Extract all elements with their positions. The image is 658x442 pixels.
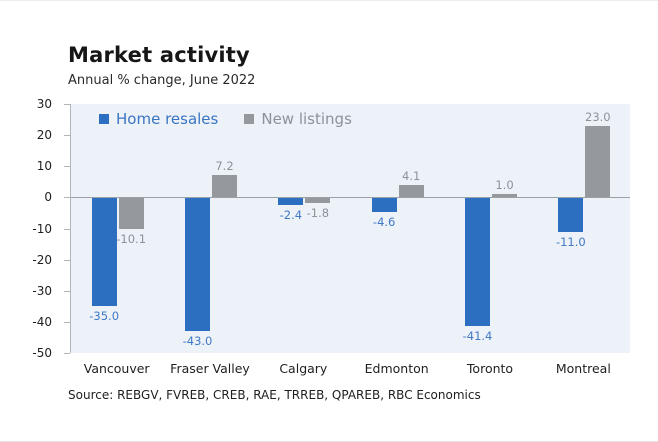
y-tick-label: -50	[32, 346, 52, 360]
data-label-home-resales-vancouver: -35.0	[89, 309, 120, 324]
x-tick-label-toronto: Toronto	[466, 361, 514, 376]
y-tick-mark	[64, 290, 70, 292]
bar-new-listings-montreal	[585, 125, 611, 198]
legend-swatch-icon	[99, 114, 109, 124]
y-tick-label: -40	[32, 314, 52, 329]
data-label-home-resales-fraser-valley: -43.0	[182, 334, 213, 349]
y-tick-mark	[64, 104, 70, 105]
y-tick-label: -10	[32, 221, 52, 236]
y-tick-mark	[64, 259, 70, 261]
y-tick-label: 20	[36, 128, 52, 143]
data-label-new-listings-vancouver: -10.1	[116, 231, 147, 246]
bar-new-listings-fraser-valley	[212, 174, 237, 198]
bar-home-resales-edmonton	[371, 197, 397, 212]
y-tick-label: 10	[36, 159, 52, 174]
bar-new-listings-calgary	[305, 197, 331, 203]
legend-label: New listings	[261, 110, 352, 128]
x-tick-label-calgary: Calgary	[279, 361, 328, 376]
data-label-new-listings-montreal: 23.0	[585, 109, 611, 124]
bar-new-listings-edmonton	[398, 184, 424, 198]
y-tick-mark	[64, 321, 70, 323]
data-label-home-resales-toronto: -41.4	[462, 329, 493, 344]
data-label-new-listings-toronto: 1.0	[495, 178, 514, 193]
x-tick-label-edmonton: Edmonton	[364, 361, 429, 376]
y-tick-label: -30	[32, 283, 52, 298]
bar-home-resales-montreal	[558, 197, 584, 232]
bar-home-resales-toronto	[465, 197, 490, 327]
y-axis: 30 20 10 0 -10 -20 -30 -40 -50	[0, 97, 70, 360]
y-tick-mark	[64, 228, 70, 230]
legend-item-home-resales: Home resales	[99, 110, 218, 128]
x-axis: Vancouver Fraser Valley Calgary Edmonton Tor…	[70, 361, 630, 379]
y-tick-mark	[64, 353, 70, 354]
zero-line	[71, 197, 630, 199]
chart-subtitle: Annual % change, June 2022	[68, 73, 256, 88]
y-tick-mark	[64, 197, 70, 199]
x-tick-label-fraser-valley: Fraser Valley	[170, 361, 250, 376]
data-label-home-resales-calgary: -2.4	[279, 207, 303, 222]
y-tick-label: -20	[32, 252, 52, 267]
y-tick-label: 0	[44, 190, 52, 205]
x-tick-label-vancouver: Vancouver	[83, 361, 150, 376]
data-label-new-listings-edmonton: 4.1	[402, 168, 421, 183]
bar-new-listings-toronto	[492, 194, 517, 198]
bar-home-resales-calgary	[278, 197, 304, 205]
legend-swatch-icon	[244, 114, 255, 124]
source-note: Source: REBGV, FVREB, CREB, RAE, TRREB, …	[68, 388, 481, 402]
legend-item-new-listings: New listings	[244, 110, 352, 128]
bar-home-resales-vancouver	[91, 197, 117, 307]
data-label-new-listings-calgary: -1.8	[306, 205, 330, 220]
legend-label: Home resales	[116, 110, 219, 128]
plot-area: Home resales New listings -35.0 -10.1 -43.0…	[70, 104, 630, 353]
y-tick-mark	[64, 135, 70, 137]
legend: Home resales New listings	[99, 110, 352, 128]
data-label-home-resales-montreal: -11.0	[555, 234, 586, 249]
data-label-home-resales-edmonton: -4.6	[372, 214, 396, 229]
bar-home-resales-fraser-valley	[185, 197, 210, 332]
y-tick-mark	[64, 166, 70, 168]
data-label-new-listings-fraser-valley: 7.2	[215, 158, 234, 173]
bar-new-listings-vancouver	[118, 197, 144, 229]
y-tick-label: 30	[36, 97, 52, 111]
chart-title: Market activity	[68, 43, 250, 67]
x-tick-label-montreal: Montreal	[555, 361, 611, 376]
